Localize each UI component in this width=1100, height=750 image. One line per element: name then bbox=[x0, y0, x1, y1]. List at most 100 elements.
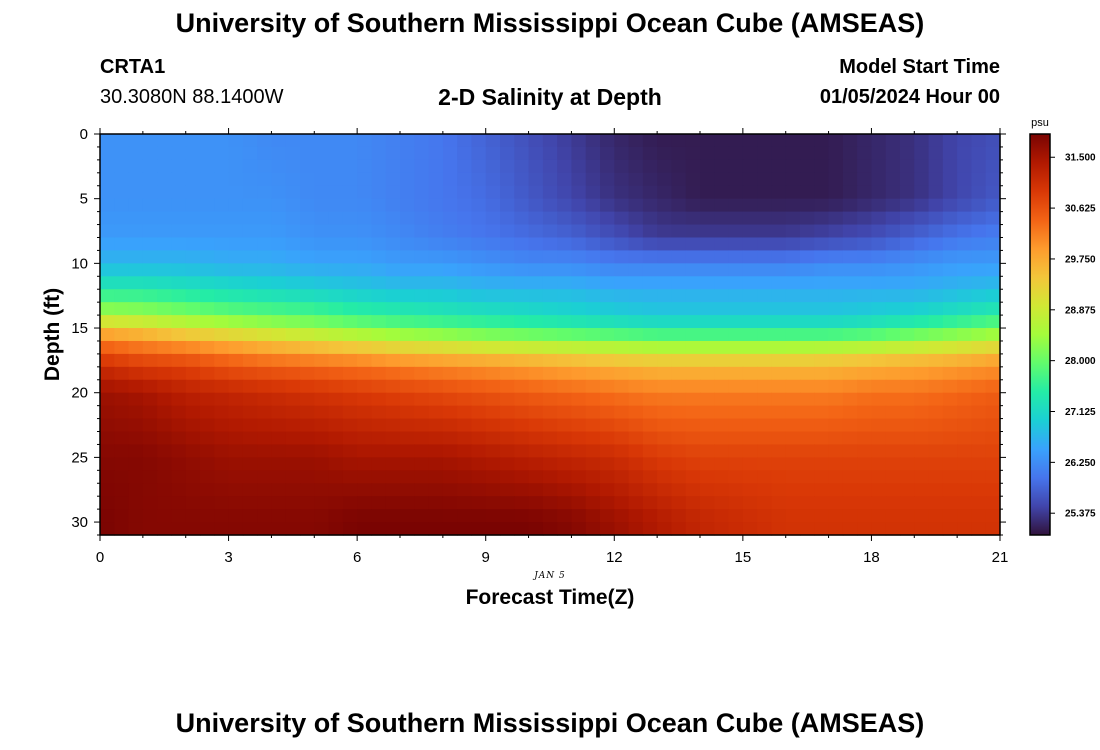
heatmap-cell bbox=[628, 340, 644, 355]
heatmap-cell bbox=[685, 224, 701, 239]
heatmap-cell bbox=[385, 198, 401, 213]
heatmap-cell bbox=[471, 250, 487, 264]
heatmap-cell bbox=[800, 185, 815, 200]
heatmap-cell bbox=[171, 185, 187, 200]
heatmap-cell bbox=[314, 392, 330, 407]
heatmap-cell bbox=[785, 172, 801, 187]
heatmap-cell bbox=[385, 302, 401, 316]
heatmap-cell bbox=[371, 134, 387, 148]
heatmap-cell bbox=[314, 315, 330, 329]
heatmap-cell bbox=[585, 302, 601, 316]
heatmap-cell bbox=[371, 444, 387, 458]
heatmap-cell bbox=[900, 185, 915, 200]
heatmap-cell bbox=[242, 250, 258, 264]
heatmap-cell bbox=[914, 185, 930, 200]
heatmap-cell bbox=[485, 392, 501, 407]
heatmap-cell bbox=[242, 444, 258, 458]
heatmap-cell bbox=[600, 483, 615, 497]
heatmap-cell bbox=[400, 431, 415, 446]
heatmap-cell bbox=[471, 185, 487, 200]
heatmap-cell bbox=[185, 522, 201, 536]
heatmap-cell bbox=[428, 250, 444, 264]
heatmap-cell bbox=[514, 444, 530, 458]
heatmap-cell bbox=[142, 496, 158, 510]
heatmap-cell bbox=[357, 224, 373, 239]
heatmap-cell bbox=[214, 134, 230, 148]
heatmap-cell bbox=[657, 509, 673, 523]
heatmap-cell bbox=[128, 509, 144, 523]
heatmap-cell bbox=[585, 315, 601, 329]
heatmap-cell bbox=[214, 237, 230, 252]
heatmap-cell bbox=[371, 509, 387, 523]
heatmap-cell bbox=[357, 302, 373, 316]
heatmap-cell bbox=[371, 146, 387, 161]
heatmap-cell bbox=[957, 418, 973, 433]
heatmap-cell bbox=[242, 159, 258, 174]
heatmap-cell bbox=[142, 392, 158, 407]
heatmap-cell bbox=[528, 522, 544, 536]
heatmap-cell bbox=[942, 134, 958, 148]
heatmap-cell bbox=[771, 198, 787, 213]
heatmap-cell bbox=[471, 431, 487, 446]
heatmap-cell bbox=[942, 224, 958, 239]
heatmap-cell bbox=[457, 198, 473, 213]
heatmap-cell bbox=[871, 379, 887, 394]
heatmap-cell bbox=[357, 483, 373, 497]
heatmap-cell bbox=[785, 315, 801, 329]
heatmap-cell bbox=[314, 496, 330, 510]
heatmap-cell bbox=[442, 366, 458, 381]
heatmap-cell bbox=[900, 224, 915, 239]
heatmap-cell bbox=[828, 522, 844, 536]
heatmap-cell bbox=[371, 522, 387, 536]
heatmap-cell bbox=[914, 483, 930, 497]
heatmap-cell bbox=[985, 405, 1001, 420]
heatmap-cell bbox=[957, 224, 973, 239]
heatmap-cell bbox=[857, 483, 873, 497]
heatmap-cell bbox=[285, 405, 301, 420]
heatmap-cell bbox=[357, 366, 373, 381]
heatmap-cell bbox=[200, 237, 215, 252]
heatmap-cell bbox=[357, 146, 373, 161]
heatmap-cell bbox=[828, 224, 844, 239]
heatmap-cell bbox=[600, 340, 615, 355]
heatmap-cell bbox=[128, 328, 144, 342]
heatmap-cell bbox=[642, 198, 658, 213]
heatmap-cell bbox=[842, 379, 858, 394]
heatmap-cell bbox=[400, 405, 415, 420]
heatmap-cell bbox=[628, 224, 644, 239]
heatmap-cell bbox=[428, 353, 444, 368]
heatmap-cell bbox=[942, 198, 958, 213]
heatmap-cell bbox=[942, 379, 958, 394]
heatmap-cell bbox=[757, 289, 773, 303]
heatmap-cell bbox=[785, 405, 801, 420]
heatmap-cell bbox=[314, 366, 330, 381]
heatmap-cell bbox=[928, 340, 944, 355]
heatmap-cell bbox=[514, 224, 530, 239]
heatmap-cell bbox=[400, 353, 415, 368]
heatmap-cell bbox=[485, 353, 501, 368]
heatmap-cell bbox=[228, 276, 244, 290]
heatmap-cell bbox=[600, 392, 615, 407]
heatmap-cell bbox=[728, 237, 744, 252]
heatmap-cell bbox=[114, 172, 130, 187]
heatmap-cell bbox=[242, 302, 258, 316]
heatmap-cell bbox=[957, 340, 973, 355]
heatmap-cell bbox=[200, 224, 215, 239]
heatmap-cell bbox=[428, 263, 444, 277]
heatmap-cell bbox=[442, 418, 458, 433]
heatmap-cell bbox=[557, 146, 573, 161]
heatmap-cell bbox=[542, 237, 558, 252]
heatmap-cell bbox=[700, 340, 715, 355]
heatmap-cell bbox=[857, 250, 873, 264]
heatmap-cell bbox=[671, 353, 687, 368]
heatmap-cell bbox=[200, 366, 215, 381]
heatmap-cell bbox=[514, 431, 530, 446]
heatmap-cell bbox=[728, 198, 744, 213]
heatmap-cell bbox=[985, 483, 1001, 497]
heatmap-cell bbox=[928, 211, 944, 226]
heatmap-cell bbox=[657, 379, 673, 394]
heatmap-cell bbox=[300, 366, 315, 381]
heatmap-cell bbox=[657, 263, 673, 277]
heatmap-cell bbox=[485, 224, 501, 239]
heatmap-cell bbox=[342, 418, 358, 433]
